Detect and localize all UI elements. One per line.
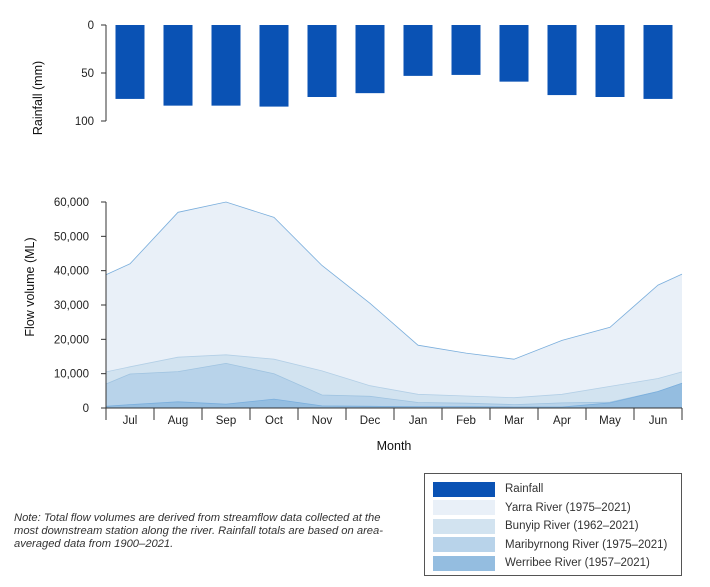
legend-label: Bunyip River (1962–2021)	[505, 520, 639, 533]
footnote: Note: Total flow volumes are derived fro…	[14, 512, 383, 550]
x-tick-label-oct: Oct	[265, 415, 284, 427]
legend-swatch	[433, 518, 495, 534]
x-tick-label-jun: Jun	[649, 415, 668, 427]
x-tick-label-apr: Apr	[553, 415, 571, 427]
legend: Rainfall Yarra River (1975–2021) Bunyip …	[424, 473, 682, 576]
flow-axis-title: Flow volume (ML)	[23, 237, 37, 336]
flow-y-tick-label: 60,000	[54, 197, 89, 209]
rainfall-bar-apr	[547, 25, 577, 96]
rainfall-y-tick-label: 0	[88, 20, 94, 32]
rainfall-bar-jul	[115, 25, 145, 99]
legend-item-bunyip: Bunyip River (1962–2021)	[433, 517, 673, 536]
x-tick-label-mar: Mar	[504, 415, 524, 427]
chart-canvas: 0 50 100 0 10,000 20,000 30,000 40,000 50,000 60…	[23, 20, 683, 453]
rainfall-bar-oct	[259, 25, 289, 107]
legend-label: Werribee River (1957–2021)	[505, 557, 650, 570]
x-tick-label-aug: Aug	[168, 415, 188, 427]
rainfall-bar-jan	[403, 25, 433, 76]
rainfall-bar-feb	[451, 25, 481, 75]
legend-swatch	[433, 537, 495, 553]
flow-y-tick-label: 50,000	[54, 231, 89, 243]
area-line-series-1	[105, 354, 683, 399]
area-series-2	[106, 363, 682, 408]
rainfall-y-tick-label: 50	[81, 68, 94, 80]
legend-label: Maribyrnong River (1975–2021)	[505, 538, 668, 551]
legend-swatch	[433, 555, 495, 571]
x-axis-title: Month	[377, 439, 412, 453]
x-tick-label-feb: Feb	[456, 415, 476, 427]
flow-y-tick-label: 10,000	[54, 369, 89, 381]
x-tick-label-may: May	[599, 415, 621, 427]
flow-y-tick-label: 0	[83, 403, 89, 415]
rainfall-bar-dec	[355, 25, 385, 94]
legend-item-yarra: Yarra River (1975–2021)	[433, 499, 673, 518]
rainfall-axis-title: Rainfall (mm)	[31, 61, 45, 135]
flow-volume-chart: 0 10,000 20,000 30,000 40,000 50,000 60,000 Jul…	[54, 197, 683, 427]
x-tick-label-dec: Dec	[360, 415, 381, 427]
legend-label: Rainfall	[505, 483, 544, 496]
legend-item-maribyrnong: Maribyrnong River (1975–2021)	[433, 536, 673, 555]
x-tick-label-jul: Jul	[123, 415, 138, 427]
flow-y-tick-label: 40,000	[54, 266, 89, 278]
x-tick-label-nov: Nov	[312, 415, 333, 427]
area-line-series-2	[105, 362, 683, 406]
legend-swatch	[433, 500, 495, 516]
rainfall-bar-jun	[643, 25, 673, 99]
area-series-0	[106, 202, 682, 408]
rainfall-bar-nov	[307, 25, 337, 97]
rainfall-y-tick-label: 100	[75, 116, 94, 128]
area-line-series-0	[105, 201, 683, 360]
legend-item-werribee: Werribee River (1957–2021)	[433, 554, 673, 573]
x-tick-label-sep: Sep	[216, 415, 236, 427]
rainfall-bar-mar	[499, 25, 529, 82]
rainfall-chart: 0 50 100	[75, 20, 673, 128]
area-line-series-3	[105, 382, 683, 408]
rainfall-bar-may	[595, 25, 625, 97]
legend-label: Yarra River (1975–2021)	[505, 501, 631, 514]
flow-y-tick-label: 30,000	[54, 300, 89, 312]
rainfall-bar-aug	[163, 25, 193, 106]
legend-swatch	[433, 481, 495, 497]
rainfall-bar-sep	[211, 25, 241, 106]
legend-item-rainfall: Rainfall	[433, 480, 673, 499]
flow-y-tick-label: 20,000	[54, 334, 89, 346]
x-tick-label-jan: Jan	[409, 415, 428, 427]
